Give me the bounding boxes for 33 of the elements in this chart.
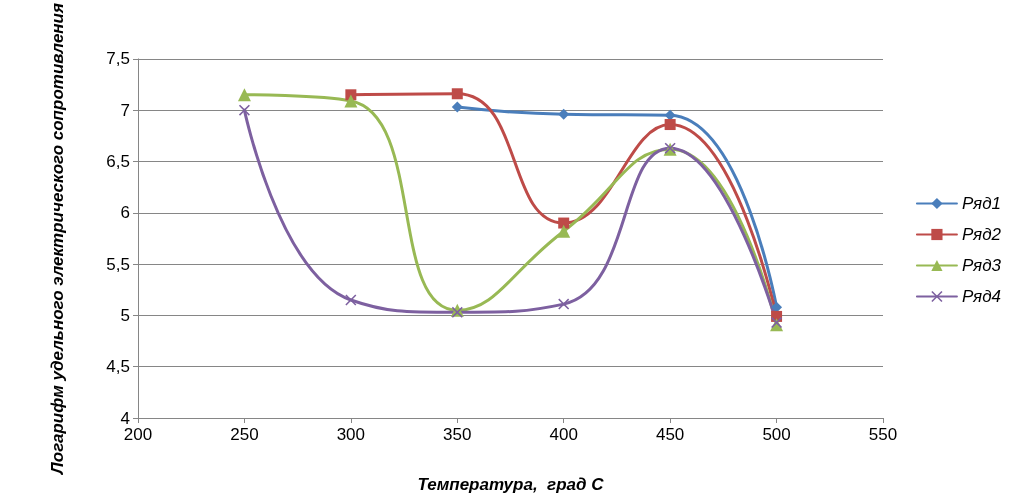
y-tick-label: 5,5 xyxy=(106,254,130,274)
point xyxy=(558,217,570,229)
point xyxy=(664,119,676,131)
y-tick-label: 4,5 xyxy=(106,357,130,377)
x-tick-label: 400 xyxy=(549,425,578,444)
x-tick-label: 200 xyxy=(123,425,153,444)
y-tick-label: 6,5 xyxy=(106,151,130,171)
x-tick-label: 500 xyxy=(762,425,791,444)
x-tick-label: 550 xyxy=(868,425,898,444)
point xyxy=(451,88,463,100)
point xyxy=(238,104,250,116)
y-tick-label: 7 xyxy=(120,100,130,120)
x-axis-title: Температура, град С xyxy=(417,475,605,494)
x-tick-label: 300 xyxy=(336,425,366,444)
x-tick-label: 250 xyxy=(230,425,259,444)
y-tick-label: 7,5 xyxy=(106,49,130,69)
legend-label: Ряд3 xyxy=(961,256,1002,275)
legend-label: Ряд2 xyxy=(961,225,1002,244)
point xyxy=(344,94,358,108)
point xyxy=(664,109,676,121)
x-tick-label: 350 xyxy=(443,425,472,444)
y-tick-label: 4 xyxy=(120,408,130,428)
legend-label: Ряд4 xyxy=(961,287,1002,306)
x-tick-label: 450 xyxy=(655,425,685,444)
point xyxy=(237,88,251,102)
point xyxy=(451,101,463,113)
y-tick-label: 6 xyxy=(120,203,130,223)
legend-label: Ряд1 xyxy=(961,194,1002,213)
y-axis-title: Логарифм удельного электрического сопротивления xyxy=(47,2,67,476)
y-tick-label: 5 xyxy=(120,305,130,325)
point xyxy=(557,224,571,238)
point xyxy=(558,298,570,310)
point xyxy=(345,294,357,306)
